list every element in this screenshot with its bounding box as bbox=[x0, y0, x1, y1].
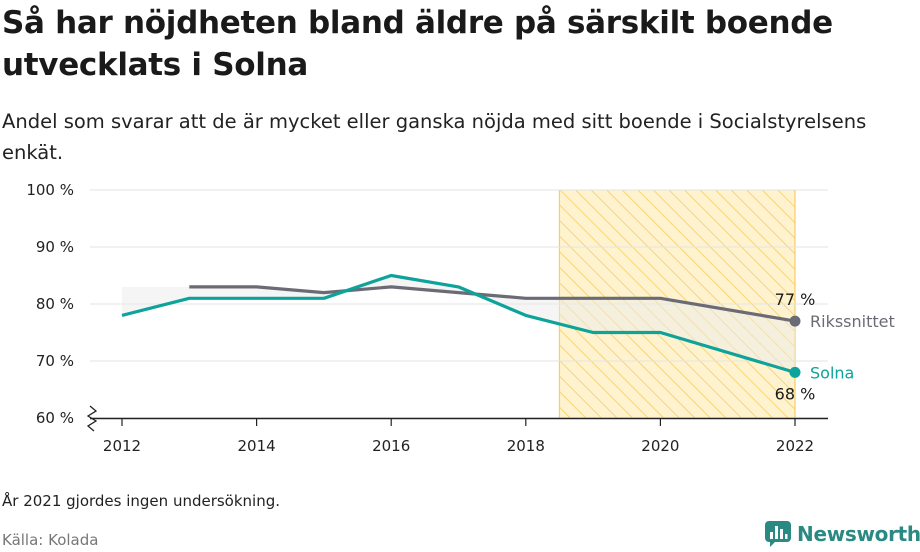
source-label: Källa: Kolada bbox=[2, 531, 99, 549]
y-tick-label: 80 % bbox=[36, 295, 74, 313]
brand-name: Newsworthy bbox=[797, 522, 920, 546]
x-tick-label: 2014 bbox=[238, 437, 276, 455]
x-tick-label: 2022 bbox=[776, 437, 814, 455]
series-name-label: Rikssnittet bbox=[810, 312, 895, 331]
brand-logo: Newsworthy bbox=[764, 518, 920, 550]
series-line-rikssnittet bbox=[189, 285, 796, 323]
axis-break-icon bbox=[86, 405, 98, 432]
x-tick-label: 2020 bbox=[641, 437, 679, 455]
y-tick-label: 100 % bbox=[26, 181, 74, 199]
bar-chart-speech-bubble-icon bbox=[765, 521, 791, 547]
series-name-label: Solna bbox=[810, 363, 854, 382]
chart-title: Så har nöjdheten bland äldre på särskilt… bbox=[2, 5, 833, 83]
y-tick-label: 60 % bbox=[36, 409, 74, 427]
series-line-solna bbox=[121, 273, 796, 374]
x-tick-label: 2016 bbox=[372, 437, 410, 455]
chart-subtitle: Andel som svarar att de är mycket eller … bbox=[2, 110, 867, 164]
end-point-rikssnittet bbox=[789, 315, 801, 327]
end-point-solna bbox=[789, 366, 801, 378]
y-tick-label: 90 % bbox=[36, 238, 74, 256]
end-value-label: 68 % bbox=[775, 384, 816, 403]
line-chart: 60 % 70 % 80 % 90 % 100 % 2012 2014 2016 2018 20… bbox=[26, 181, 895, 455]
footnote: År 2021 gjordes ingen undersökning. bbox=[2, 492, 281, 510]
x-tick-label: 2012 bbox=[103, 437, 141, 455]
end-value-label: 77 % bbox=[775, 290, 816, 309]
y-tick-label: 70 % bbox=[36, 352, 74, 370]
x-tick-label: 2018 bbox=[507, 437, 545, 455]
